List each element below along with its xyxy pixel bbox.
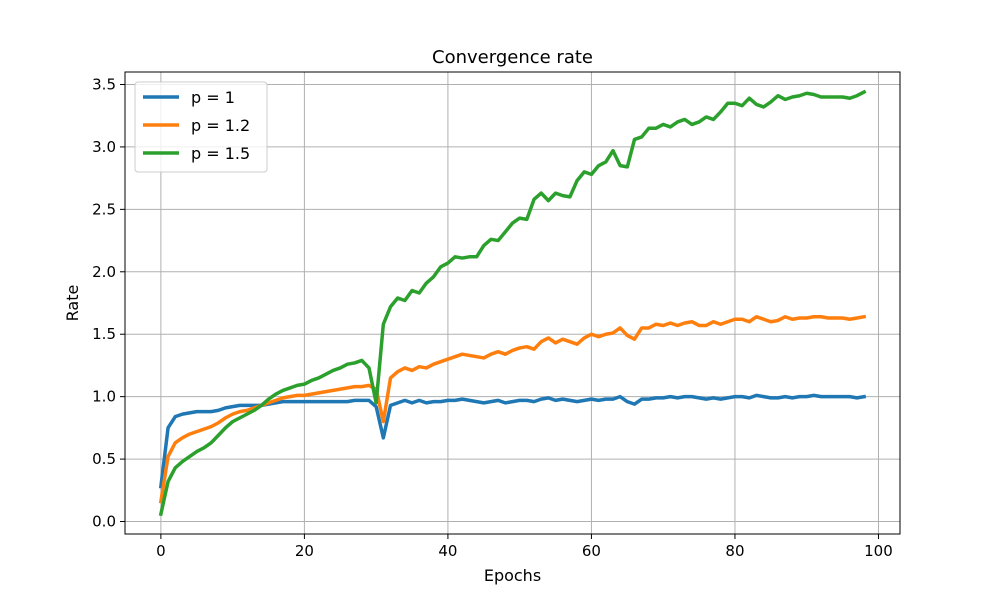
plot-area-frame bbox=[124, 71, 901, 535]
y-tick-label: 0.5 bbox=[92, 450, 116, 468]
x-tick-label: 20 bbox=[295, 542, 314, 560]
y-tick-label: 2.0 bbox=[92, 263, 116, 281]
x-axis-label: Epochs bbox=[484, 566, 541, 585]
series-line-3 bbox=[158, 89, 867, 517]
series-line-2 bbox=[158, 314, 867, 504]
axis-ticks: 0 20 40 60 80 100 0.0 0.5 1.0 1.5 2.0 2.5 3.0 3.5 bbox=[92, 75, 893, 560]
y-axis-label: Rate bbox=[63, 285, 82, 322]
chart-title: Convergence rate bbox=[432, 47, 593, 68]
legend-label-1: p = 1 bbox=[191, 88, 235, 107]
legend-label-2: p = 1.2 bbox=[191, 116, 250, 135]
y-tick-label: 1.0 bbox=[92, 388, 116, 406]
legend-box bbox=[134, 81, 268, 173]
x-tick-label: 0 bbox=[156, 542, 166, 560]
y-tick-label: 3.0 bbox=[92, 138, 116, 156]
y-tick-label: 0.0 bbox=[92, 513, 116, 531]
legend: p = 1 p = 1.2 p = 1.5 bbox=[134, 81, 268, 173]
x-tick-label: 100 bbox=[864, 542, 893, 560]
series-line-1 bbox=[158, 393, 867, 489]
series-lines bbox=[158, 89, 867, 517]
x-tick-label: 60 bbox=[582, 542, 601, 560]
y-tick-label: 2.5 bbox=[92, 200, 116, 218]
legend-label-3: p = 1.5 bbox=[191, 144, 250, 163]
grid-lines bbox=[125, 72, 900, 534]
x-tick-label: 40 bbox=[438, 542, 457, 560]
x-tick-label: 80 bbox=[725, 542, 744, 560]
y-tick-label: 1.5 bbox=[92, 325, 116, 343]
y-tick-label: 3.5 bbox=[92, 75, 116, 93]
